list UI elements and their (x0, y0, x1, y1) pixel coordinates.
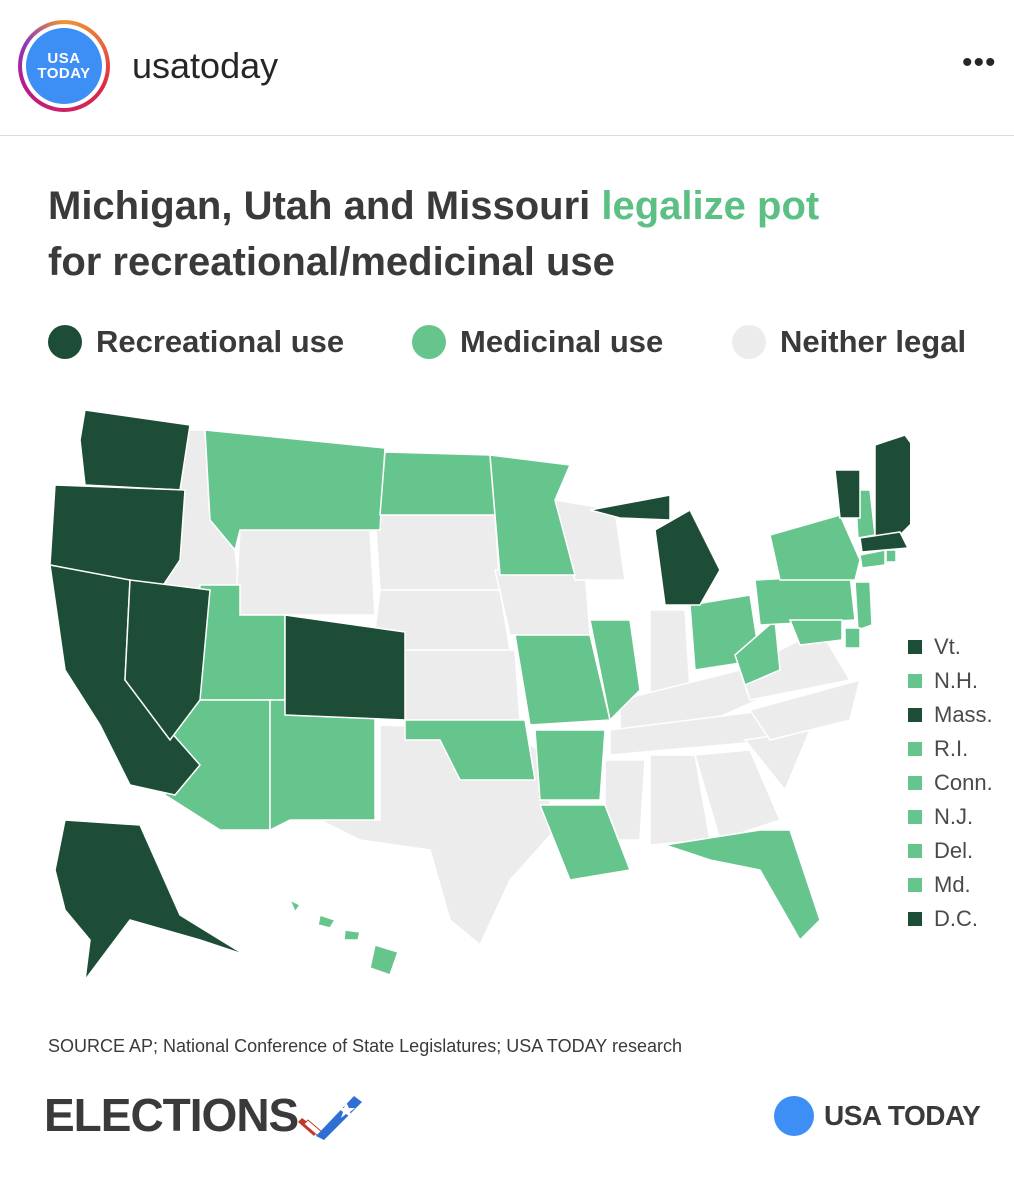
state-wyoming (234, 529, 376, 616)
swatch (908, 674, 922, 688)
more-options-icon[interactable]: ••• (962, 46, 997, 79)
elections-label: ELECTIONS (44, 1089, 299, 1141)
state-illinois (589, 619, 641, 722)
small-state-label: Del. (934, 838, 974, 863)
legend-label-recreational: Recreational use (96, 324, 345, 359)
small-state-vt: Vt. (908, 630, 1008, 664)
state-oklahoma (404, 719, 536, 781)
title-part1: Michigan, Utah and Missouri (48, 184, 602, 228)
state-hawaii-3 (343, 929, 361, 941)
small-state-label: Conn. (934, 770, 993, 795)
state-indiana (649, 609, 691, 696)
state-oregon (49, 484, 186, 591)
state-florida (664, 829, 821, 942)
state-new-york (769, 514, 861, 581)
state-kansas (404, 649, 521, 721)
source-note: SOURCE AP; National Conference of State … (48, 1036, 682, 1056)
state-georgia (694, 749, 782, 841)
small-states-key: Vt. N.H. Mass. R.I. Conn. N.J. Del. Md. … (908, 630, 1008, 936)
small-state-del: Del. (908, 834, 1008, 868)
small-state-md: Md. (908, 868, 1008, 902)
post-header: USA TODAY usatoday ••• (0, 0, 1014, 136)
state-north-dakota (379, 451, 496, 516)
legend-label-neither: Neither legal (780, 324, 967, 359)
graphic-title: Michigan, Utah and Missouri legalize pot… (48, 178, 998, 290)
profile-avatar[interactable]: USA TODAY (18, 20, 110, 112)
state-vermont (834, 469, 861, 519)
swatch (908, 810, 922, 824)
ballot-check-icon (298, 1096, 363, 1140)
small-state-label: D.C. (934, 906, 978, 931)
legend-dot-recreational (48, 325, 82, 359)
legend-dot-neither (732, 325, 766, 359)
state-colorado (284, 614, 406, 721)
swatch (908, 742, 922, 756)
title-part2: for recreational/medicinal use (48, 240, 615, 284)
state-south-dakota (374, 514, 501, 591)
state-connecticut (859, 549, 886, 569)
avatar-text-line1: USA (47, 50, 81, 67)
state-hawaii-2 (317, 914, 337, 929)
small-state-label: N.H. (934, 668, 978, 693)
legend-neither: Neither legal (732, 324, 966, 360)
elections-logo: ELECTIONS (44, 1088, 364, 1142)
state-maryland (788, 619, 843, 646)
state-michigan-lower (654, 508, 721, 606)
small-state-mass: Mass. (908, 698, 1008, 732)
small-state-dc: D.C. (908, 902, 1008, 936)
state-arkansas (534, 729, 606, 801)
usa-today-logo: USA TODAY (26, 28, 102, 104)
state-louisiana (538, 804, 632, 881)
state-minnesota (489, 454, 576, 576)
small-state-label: Mass. (934, 702, 993, 727)
small-state-label: Vt. (934, 634, 961, 659)
brand-label: USA TODAY (824, 1100, 981, 1131)
state-rhode-island (885, 549, 897, 563)
legend-recreational: Recreational use (48, 324, 344, 360)
swatch (908, 708, 922, 722)
small-state-label: Md. (934, 872, 971, 897)
usa-today-brand: USA TODAY (774, 1096, 981, 1136)
state-pennsylvania (754, 574, 856, 626)
small-state-conn: Conn. (908, 766, 1008, 800)
state-alaska (54, 819, 246, 983)
state-washington (79, 409, 191, 491)
small-state-nj: N.J. (908, 800, 1008, 834)
state-hawaii-1 (288, 898, 302, 914)
state-new-mexico (269, 699, 376, 832)
state-west-virginia (734, 618, 781, 687)
state-michigan-upper (589, 494, 671, 521)
usa-today-dot-icon (774, 1096, 814, 1136)
username-link[interactable]: usatoday (132, 45, 279, 86)
avatar-text-line2: TODAY (37, 65, 91, 82)
title-highlight: legalize pot (601, 184, 820, 228)
legend-dot-medicinal (412, 325, 446, 359)
state-new-jersey (854, 581, 873, 632)
state-nevada (124, 579, 211, 742)
small-state-nh: N.H. (908, 664, 1008, 698)
legend-medicinal: Medicinal use (412, 324, 663, 360)
swatch (908, 640, 922, 654)
small-state-label: R.I. (934, 736, 969, 761)
state-massachusetts (859, 531, 910, 553)
state-hawaii-4 (369, 944, 399, 976)
swatch (908, 878, 922, 892)
swatch (908, 844, 922, 858)
legend-label-medicinal: Medicinal use (460, 324, 664, 359)
state-north-carolina (748, 678, 862, 741)
small-state-label: N.J. (934, 804, 974, 829)
state-kentucky (619, 669, 782, 731)
small-state-ri: R.I. (908, 732, 1008, 766)
swatch (908, 776, 922, 790)
state-montana (204, 429, 386, 552)
swatch (908, 912, 922, 926)
us-map (49, 409, 910, 983)
state-virginia (739, 629, 852, 701)
state-maine (874, 434, 910, 546)
state-delaware (844, 627, 861, 649)
